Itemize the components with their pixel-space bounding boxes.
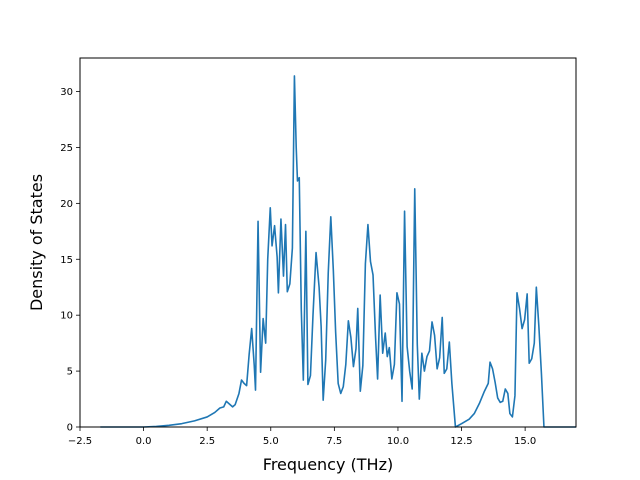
series-line (100, 75, 576, 428)
x-tick-label: 15.0 (514, 436, 536, 447)
y-axis-ticks: 0 5 10 15 20 25 30 (60, 87, 80, 434)
x-axis-ticks: −2.5 0.0 2.5 5.0 7.5 10.0 12.5 15.0 (68, 427, 536, 447)
x-tick-label: 2.5 (199, 436, 215, 447)
x-tick-label: 10.0 (387, 436, 409, 447)
y-tick-label: 20 (60, 199, 73, 210)
y-tick-label: 25 (60, 143, 73, 154)
y-tick-label: 10 (60, 311, 73, 322)
y-tick-label: 30 (60, 87, 73, 98)
x-tick-label: −2.5 (68, 436, 92, 447)
x-tick-label: 12.5 (450, 436, 472, 447)
x-tick-label: 0.0 (136, 436, 152, 447)
y-tick-label: 15 (60, 255, 73, 266)
series-layer (100, 75, 576, 428)
x-axis-label: Frequency (THz) (263, 455, 393, 474)
plot-frame (79, 57, 577, 428)
y-tick-label: 0 (67, 423, 73, 434)
y-tick-label: 5 (67, 367, 73, 378)
x-tick-label: 5.0 (263, 436, 279, 447)
y-axis-label: Density of States (27, 174, 46, 311)
x-tick-label: 7.5 (326, 436, 342, 447)
